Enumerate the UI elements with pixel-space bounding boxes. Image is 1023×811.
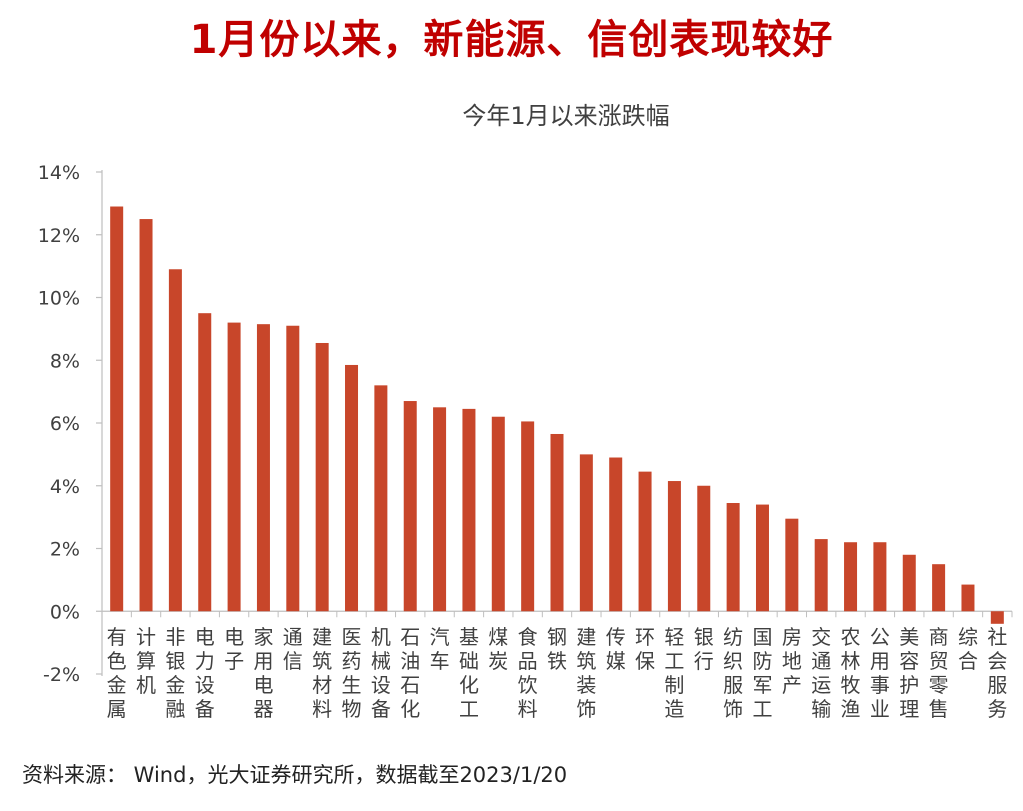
x-tick-label: 电力设备: [195, 625, 215, 721]
bar: [902, 554, 916, 612]
y-tick-label: 8%: [50, 350, 80, 372]
x-tick-label: 房地产: [782, 625, 802, 697]
headline: 1月份以来，新能源、信创表现较好: [189, 17, 834, 63]
bar: [462, 408, 476, 612]
x-tick-label: 汽车: [430, 625, 450, 673]
bar: [521, 421, 535, 612]
bar: [873, 542, 887, 612]
bars: [110, 206, 1004, 624]
x-tick-label: 传媒: [606, 625, 626, 673]
x-tick-label: 公用事业: [870, 625, 890, 721]
x-tick-label: 钢铁: [547, 625, 567, 673]
y-tick-label: 0%: [50, 601, 80, 623]
x-tick-label: 社会服务: [987, 625, 1007, 721]
x-axis-labels: 有色金属计算机非银金融电力设备电子家用电器通信建筑材料医药生物机械设备石油石化汽…: [107, 625, 1008, 721]
bar: [932, 564, 946, 612]
x-tick-label: 石油石化: [400, 625, 420, 721]
bar: [139, 219, 153, 612]
bar: [491, 416, 505, 612]
bar: [785, 518, 799, 612]
bar: [168, 269, 182, 612]
x-tick-label: 计算机: [136, 625, 156, 697]
bar: [227, 322, 241, 612]
bar: [403, 401, 417, 612]
bar: [256, 324, 270, 612]
x-tick-label: 轻工制造: [664, 625, 684, 721]
x-tick-label: 家用电器: [253, 625, 273, 721]
bar: [638, 471, 652, 612]
bar: [961, 584, 975, 612]
x-tick-label: 建筑装饰: [576, 625, 596, 721]
y-tick-label: 2%: [50, 539, 80, 561]
bar: [667, 481, 681, 612]
y-tick-label: 12%: [38, 225, 80, 247]
y-tick-label: -2%: [43, 664, 80, 686]
x-tick-label: 有色金属: [107, 625, 127, 721]
x-tick-label: 基础化工: [459, 625, 479, 721]
x-tick-label: 医药生物: [342, 625, 362, 721]
x-tick-label: 环保: [635, 625, 655, 673]
x-tick-label: 机械设备: [371, 625, 391, 721]
x-tick-label: 综合: [958, 625, 978, 673]
bar: [844, 542, 858, 612]
bar: [374, 385, 388, 612]
bar: [550, 433, 564, 612]
bar: [755, 504, 769, 612]
x-tick-label: 通信: [283, 625, 303, 673]
y-tick-label: 10%: [38, 288, 80, 310]
bar: [697, 485, 711, 612]
bar: [579, 454, 593, 612]
source-note: 资料来源： Wind，光大证券研究所，数据截至2023/1/20: [22, 763, 568, 787]
x-tick-label: 商贸零售: [929, 625, 949, 721]
x-tick-label: 非银金融: [165, 625, 185, 721]
bar-chart: 今年1月以来涨跌幅 -2% 0% 2% 4% 6% 8% 10% 12% 14% 有色金属计算机…: [38, 102, 1013, 721]
bar: [286, 325, 300, 612]
y-tick-label: 6%: [50, 413, 80, 435]
bar: [198, 313, 212, 612]
x-tick-label: 农林牧渔: [841, 625, 861, 721]
x-tick-label: 交通运输: [811, 625, 831, 721]
x-tick-label: 银行: [694, 625, 714, 673]
chart-title: 今年1月以来涨跌幅: [462, 102, 669, 130]
bar: [726, 503, 740, 612]
bar: [990, 611, 1004, 624]
x-tick-label: 美容护理: [899, 625, 919, 721]
x-tick-label: 煤炭: [488, 625, 508, 673]
bar: [110, 206, 124, 612]
y-tick-label: 4%: [50, 476, 80, 498]
x-tick-label: 电子: [224, 625, 244, 673]
bar: [814, 539, 828, 612]
x-tick-label: 食品饮料: [518, 625, 538, 721]
x-tick-label: 建筑材料: [312, 625, 332, 721]
x-tick-label: 国防军工: [752, 625, 772, 721]
bar: [609, 457, 623, 612]
x-tick-label: 纺织服饰: [723, 625, 743, 721]
bar: [433, 407, 447, 612]
y-tick-label: 14%: [38, 162, 80, 184]
bar: [315, 342, 329, 612]
bar: [345, 364, 359, 612]
